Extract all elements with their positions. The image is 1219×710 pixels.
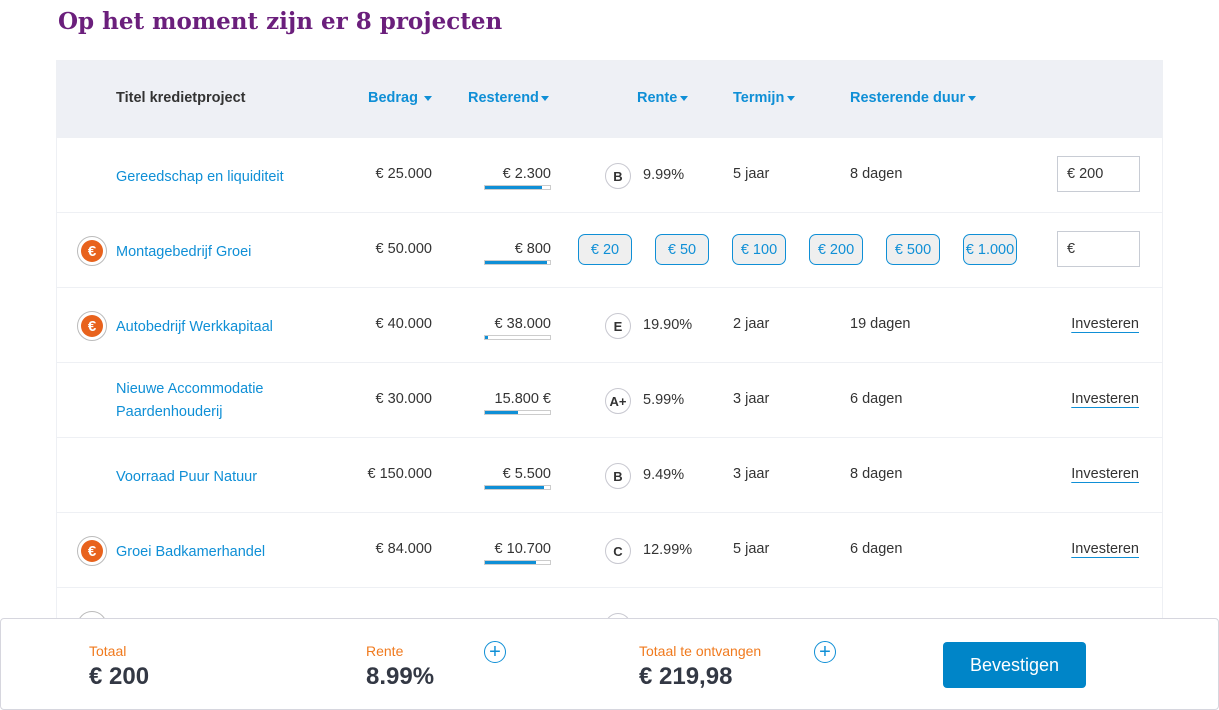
- bedrag: € 30.000: [375, 391, 432, 407]
- table-row: € Groei Badkamerhandel € 84.000 € 10.700 C 12…: [57, 512, 1162, 587]
- termijn: 5 jaar: [733, 541, 770, 557]
- termijn: 2 jaar: [733, 316, 770, 332]
- col-title: Titel kredietproject: [116, 90, 246, 106]
- sort-resterend[interactable]: Resterend: [468, 90, 549, 106]
- projects-table: Titel kredietproject Bedrag Resterend Re…: [56, 60, 1163, 663]
- termijn: 5 jaar: [733, 166, 770, 182]
- project-title-link[interactable]: Montagebedrijf Groei: [116, 244, 252, 260]
- table-header: Titel kredietproject Bedrag Resterend Re…: [57, 61, 1162, 137]
- col-resterend-label: Resterend: [468, 90, 539, 106]
- bedrag: € 84.000: [375, 541, 432, 557]
- rente: 9.49%: [643, 467, 685, 483]
- euro-icon: €: [77, 536, 107, 566]
- totaal-value: € 200: [89, 663, 150, 690]
- sort-rente[interactable]: Rente: [637, 90, 689, 106]
- amount-chip[interactable]: € 100: [732, 234, 786, 265]
- table-row: € Montagebedrijf Groei € 50.000 € 800 € 20 € …: [57, 212, 1162, 287]
- investeren-link[interactable]: Investeren: [1071, 391, 1139, 407]
- totaal-label: Totaal: [89, 643, 127, 659]
- progress-bar: [484, 560, 551, 565]
- project-title-link[interactable]: Voorraad Puur Natuur: [116, 469, 258, 485]
- confirm-button[interactable]: Bevestigen: [943, 642, 1086, 688]
- resterende-duur: 8 dagen: [850, 466, 903, 482]
- project-title-link[interactable]: Autobedrijf Werkkapitaal: [116, 319, 273, 335]
- ontvangen-value: € 219,98: [639, 663, 733, 690]
- progress-bar: [484, 260, 551, 265]
- amount-chip[interactable]: € 200: [809, 234, 863, 265]
- rating-badge: A+: [605, 388, 631, 414]
- col-termijn-label: Termijn: [733, 90, 785, 106]
- ontvangen-label: Totaal te ontvangen: [639, 643, 762, 659]
- investeren-link[interactable]: Investeren: [1071, 316, 1139, 332]
- project-title-link[interactable]: Nieuwe Accommodatie Paardenhouderij: [116, 381, 264, 420]
- plus-icon[interactable]: +: [484, 641, 506, 663]
- resterende-duur: 8 dagen: [850, 166, 903, 182]
- sort-bedrag[interactable]: Bedrag: [368, 90, 432, 106]
- rating-badge: E: [605, 313, 631, 339]
- euro-icon: €: [77, 236, 107, 266]
- resterende-duur: 6 dagen: [850, 541, 903, 557]
- resterend: € 800: [514, 241, 551, 257]
- amount-input[interactable]: [1057, 231, 1140, 267]
- resterend: € 10.700: [494, 541, 551, 557]
- resterende-duur: 19 dagen: [850, 316, 911, 332]
- rente-label: Rente: [366, 643, 404, 659]
- progress-bar: [484, 185, 551, 190]
- project-title-link[interactable]: Gereedschap en liquiditeit: [116, 169, 284, 185]
- progress-bar: [484, 335, 551, 340]
- termijn: 3 jaar: [733, 391, 770, 407]
- project-title-link[interactable]: Groei Badkamerhandel: [116, 544, 266, 560]
- resterend: € 38.000: [494, 316, 551, 332]
- table-row: Nieuwe Accommodatie Paardenhouderij € 30.…: [57, 362, 1162, 437]
- rente: 12.99%: [643, 542, 693, 558]
- rente: 9.99%: [643, 167, 685, 183]
- caret-down-icon: [540, 95, 549, 101]
- summary-footer: Totaal € 200 Rente 8.99% + Totaal te ont…: [0, 618, 1219, 710]
- progress-bar: [484, 485, 551, 490]
- rating-badge: B: [605, 463, 631, 489]
- resterend: 15.800 €: [494, 391, 551, 407]
- caret-down-icon: [423, 95, 432, 101]
- caret-down-icon: [787, 95, 796, 101]
- caret-down-icon: [680, 95, 689, 101]
- amount-input[interactable]: [1057, 156, 1140, 192]
- sort-termijn[interactable]: Termijn: [733, 90, 796, 106]
- bedrag: € 150.000: [367, 466, 432, 482]
- rating-badge: B: [605, 163, 631, 189]
- table-row: Gereedschap en liquiditeit € 25.000 € 2.30…: [57, 137, 1162, 212]
- bedrag: € 50.000: [375, 241, 432, 257]
- table-row: € Autobedrijf Werkkapitaal € 40.000 € 38.00…: [57, 287, 1162, 362]
- amount-chip[interactable]: € 1.000: [963, 234, 1017, 265]
- termijn: 3 jaar: [733, 466, 770, 482]
- euro-icon: €: [77, 311, 107, 341]
- resterende-duur: 6 dagen: [850, 391, 903, 407]
- amount-chip[interactable]: € 20: [578, 234, 632, 265]
- plus-icon[interactable]: +: [814, 641, 836, 663]
- rente-value: 8.99%: [366, 663, 435, 690]
- caret-down-icon: [968, 95, 977, 101]
- investeren-link[interactable]: Investeren: [1071, 541, 1139, 557]
- rente: 19.90%: [643, 317, 693, 333]
- rating-badge: C: [605, 538, 631, 564]
- bedrag: € 25.000: [375, 166, 432, 182]
- resterend: € 5.500: [502, 466, 551, 482]
- amount-chip[interactable]: € 500: [886, 234, 940, 265]
- rente: 5.99%: [643, 392, 685, 408]
- progress-bar: [484, 410, 551, 415]
- col-bedrag-label: Bedrag: [368, 90, 418, 106]
- bedrag: € 40.000: [375, 316, 432, 332]
- resterend: € 2.300: [502, 166, 551, 182]
- page-title: Op het moment zijn er 8 projecten: [58, 8, 503, 35]
- investeren-link[interactable]: Investeren: [1071, 466, 1139, 482]
- amount-chip[interactable]: € 50: [655, 234, 709, 265]
- col-duur-label: Resterende duur: [850, 90, 966, 106]
- table-row: Voorraad Puur Natuur € 150.000 € 5.500 B 9.4…: [57, 437, 1162, 512]
- col-rente-label: Rente: [637, 90, 678, 106]
- sort-duur[interactable]: Resterende duur: [850, 90, 977, 106]
